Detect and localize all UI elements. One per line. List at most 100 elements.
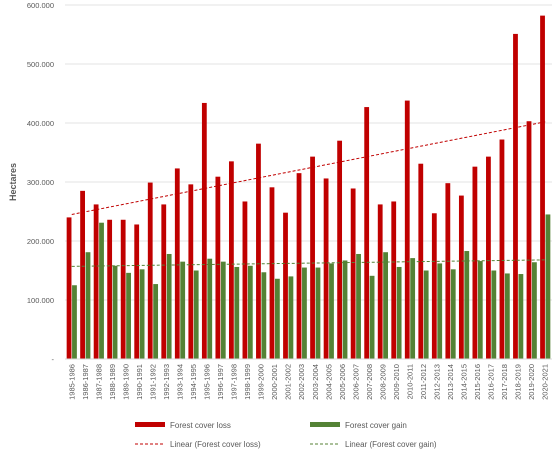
bar-loss-2008-2009 bbox=[377, 204, 383, 359]
bar-loss-2012-2013 bbox=[431, 213, 437, 359]
bar-gain-1997-1998 bbox=[234, 266, 240, 359]
bar-gain-1992-1993 bbox=[166, 253, 172, 359]
bar-loss-2001-2002 bbox=[283, 212, 288, 359]
bar-loss-1987-1988 bbox=[93, 204, 99, 359]
x-tick-label: 2013-2014 bbox=[446, 364, 455, 400]
x-tick-label: 2011-2012 bbox=[419, 364, 428, 399]
bar-loss-1994-1995 bbox=[188, 184, 194, 359]
bar-gain-2009-2010 bbox=[396, 266, 402, 359]
x-tick-label: 1990-1991 bbox=[135, 364, 144, 400]
bar-loss-2016-2017 bbox=[486, 156, 491, 359]
bar-loss-2014-2015 bbox=[458, 195, 464, 359]
bar-gain-2006-2007 bbox=[356, 253, 361, 359]
x-tick-label: 1992-1993 bbox=[162, 364, 171, 400]
x-tick-label: 2001-2002 bbox=[284, 364, 293, 400]
legend-label-gain: Forest cover gain bbox=[345, 421, 407, 430]
x-tick-label: 2016-2017 bbox=[487, 364, 496, 400]
bar-loss-1999-2000 bbox=[256, 143, 261, 359]
trendline-loss bbox=[71, 121, 546, 215]
bar-loss-2017-2018 bbox=[499, 139, 505, 359]
y-axis-ticks: - 100.000 200.000 300.000 400.000 500.000 600.… bbox=[27, 1, 55, 364]
bar-gain-2018-2019 bbox=[518, 274, 524, 359]
x-tick-label: 2008-2009 bbox=[378, 364, 387, 400]
x-tick-label: 1995-1996 bbox=[203, 364, 212, 400]
bar-loss-1995-1996 bbox=[201, 102, 207, 359]
bar-gain-2003-2004 bbox=[315, 267, 321, 359]
x-tick-label: 2014-2015 bbox=[460, 364, 469, 400]
y-tick-label: 200.000 bbox=[27, 237, 54, 246]
bar-loss-2007-2008 bbox=[364, 107, 370, 359]
x-tick-label: 1998-1999 bbox=[243, 364, 252, 400]
bar-gain-2001-2002 bbox=[288, 276, 294, 359]
bar-loss-2010-2011 bbox=[404, 100, 410, 359]
x-tick-label: 1997-1998 bbox=[230, 364, 239, 400]
bar-loss-1988-1989 bbox=[107, 219, 113, 359]
legend-swatch-gain bbox=[310, 422, 340, 427]
bar-loss-1992-1993 bbox=[161, 204, 167, 359]
bar-loss-2009-2010 bbox=[391, 201, 397, 359]
bar-gain-2005-2006 bbox=[342, 260, 348, 359]
bar-loss-2011-2012 bbox=[418, 163, 424, 359]
bar-gain-2002-2003 bbox=[302, 267, 307, 359]
bar-gain-1996-1997 bbox=[220, 261, 226, 359]
x-tick-label: 2000-2001 bbox=[270, 364, 279, 400]
bar-loss-2013-2014 bbox=[445, 183, 451, 359]
legend-label-loss: Forest cover loss bbox=[170, 421, 231, 430]
bar-gain-1985-1986 bbox=[72, 285, 77, 359]
y-tick-label: 600.000 bbox=[27, 1, 54, 10]
x-tick-label: 2019-2020 bbox=[527, 364, 536, 400]
bar-loss-1998-1999 bbox=[242, 201, 248, 359]
bar-gain-2011-2012 bbox=[423, 270, 429, 359]
trendlines bbox=[71, 121, 546, 267]
bar-loss-2018-2019 bbox=[513, 33, 518, 359]
legend-label-trend-gain: Linear (Forest cover gain) bbox=[345, 440, 437, 449]
y-tick-label: 400.000 bbox=[27, 119, 54, 128]
bar-loss-1997-1998 bbox=[228, 161, 234, 359]
x-tick-label: 2020-2021 bbox=[541, 364, 550, 400]
bar-gain-1986-1987 bbox=[85, 252, 91, 359]
y-tick-label: - bbox=[52, 355, 55, 364]
bar-gain-1990-1991 bbox=[139, 269, 145, 359]
bar-loss-2004-2005 bbox=[323, 178, 329, 359]
legend-label-trend-loss: Linear (Forest cover loss) bbox=[170, 440, 261, 449]
bar-gain-2020-2021 bbox=[545, 214, 551, 359]
y-tick-label: 100.000 bbox=[27, 296, 54, 305]
x-tick-label: 1989-1990 bbox=[121, 364, 130, 400]
bar-loss-2006-2007 bbox=[350, 188, 356, 359]
bar-loss-2015-2016 bbox=[472, 166, 478, 359]
bar-gain-2008-2009 bbox=[383, 252, 389, 359]
x-tick-label: 2012-2013 bbox=[433, 364, 442, 400]
bar-gain-2010-2011 bbox=[410, 258, 416, 359]
x-tick-label: 1985-1986 bbox=[67, 364, 76, 400]
bar-gain-2016-2017 bbox=[491, 270, 497, 359]
legend: Forest cover loss Forest cover gain Line… bbox=[135, 421, 437, 449]
x-tick-label: 1996-1997 bbox=[216, 364, 225, 400]
x-tick-label: 2004-2005 bbox=[324, 364, 333, 400]
x-tick-label: 2003-2004 bbox=[311, 364, 320, 400]
bar-gain-1988-1989 bbox=[112, 265, 118, 359]
bar-loss-1985-1986 bbox=[66, 217, 72, 359]
bar-gain-1991-1992 bbox=[153, 284, 159, 359]
bar-gain-2019-2020 bbox=[532, 262, 537, 359]
x-tick-label: 2002-2003 bbox=[297, 364, 306, 400]
bar-gain-2013-2014 bbox=[450, 269, 456, 359]
x-tick-label: 1994-1995 bbox=[189, 364, 198, 400]
x-tick-label: 2018-2019 bbox=[514, 364, 523, 400]
bar-loss-2005-2006 bbox=[337, 140, 343, 359]
x-tick-label: 1999-2000 bbox=[257, 364, 266, 400]
x-tick-label: 2015-2016 bbox=[473, 364, 482, 400]
x-tick-label: 2005-2006 bbox=[338, 364, 347, 400]
x-tick-label: 2017-2018 bbox=[500, 364, 509, 400]
y-axis-label: Hectares bbox=[8, 163, 18, 201]
bar-loss-2003-2004 bbox=[310, 156, 315, 359]
bars bbox=[66, 15, 551, 360]
bar-gain-2017-2018 bbox=[504, 273, 510, 359]
gridlines bbox=[65, 4, 552, 301]
bar-gain-1987-1988 bbox=[99, 222, 104, 359]
bar-gain-1989-1990 bbox=[126, 272, 131, 359]
bar-gain-2007-2008 bbox=[369, 275, 375, 359]
y-tick-label: 500.000 bbox=[27, 60, 54, 69]
bar-loss-1993-1994 bbox=[174, 168, 180, 359]
